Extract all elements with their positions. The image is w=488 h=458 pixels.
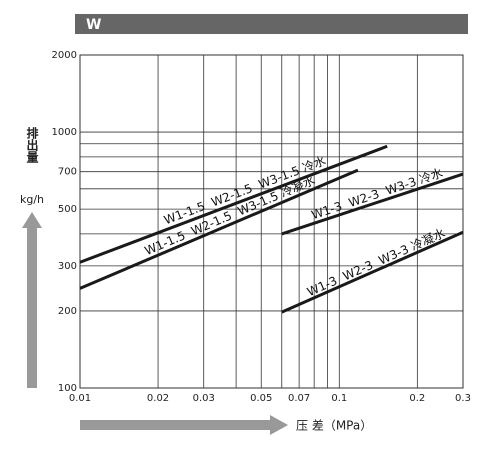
x-axis-label: 压 差（MPa） [296,419,372,433]
x-tick-label: 0.07 [288,393,310,404]
y-tick-label: 1000 [52,127,77,138]
y-arrow [22,212,42,388]
series-line [79,168,359,290]
x-tick-label: 0.2 [409,393,425,404]
series-line [79,144,388,264]
series-label: W1-3 W2-3 W3-3 冷水 [310,166,445,222]
series-label: W1-3 W2-3 W3-3 冷凝水 [305,225,448,299]
y-tick-label: 300 [58,261,77,272]
chart-title: W [86,17,101,33]
x-tick-label: 0.1 [331,393,347,404]
y-tick-label: 700 [58,167,77,178]
x-tick-label: 0.03 [193,393,215,404]
y-tick-label: 2000 [52,50,77,61]
x-tick-label: 0.02 [147,393,169,404]
plot-frame [79,54,464,389]
y-tick-label: 100 [58,383,77,394]
x-tick-label: 0.01 [69,393,91,404]
y-axis-label: 排出量 [25,126,39,163]
x-tick-label: 0.05 [250,393,272,404]
y-axis-unit: kg/h [20,193,44,206]
series-line [281,172,464,236]
x-tick-label: 0.3 [455,393,471,404]
header-bar [75,14,468,34]
y-tick-label: 200 [58,306,77,317]
y-tick-label: 500 [58,204,77,215]
x-arrow [80,415,288,435]
series-line [281,230,464,314]
